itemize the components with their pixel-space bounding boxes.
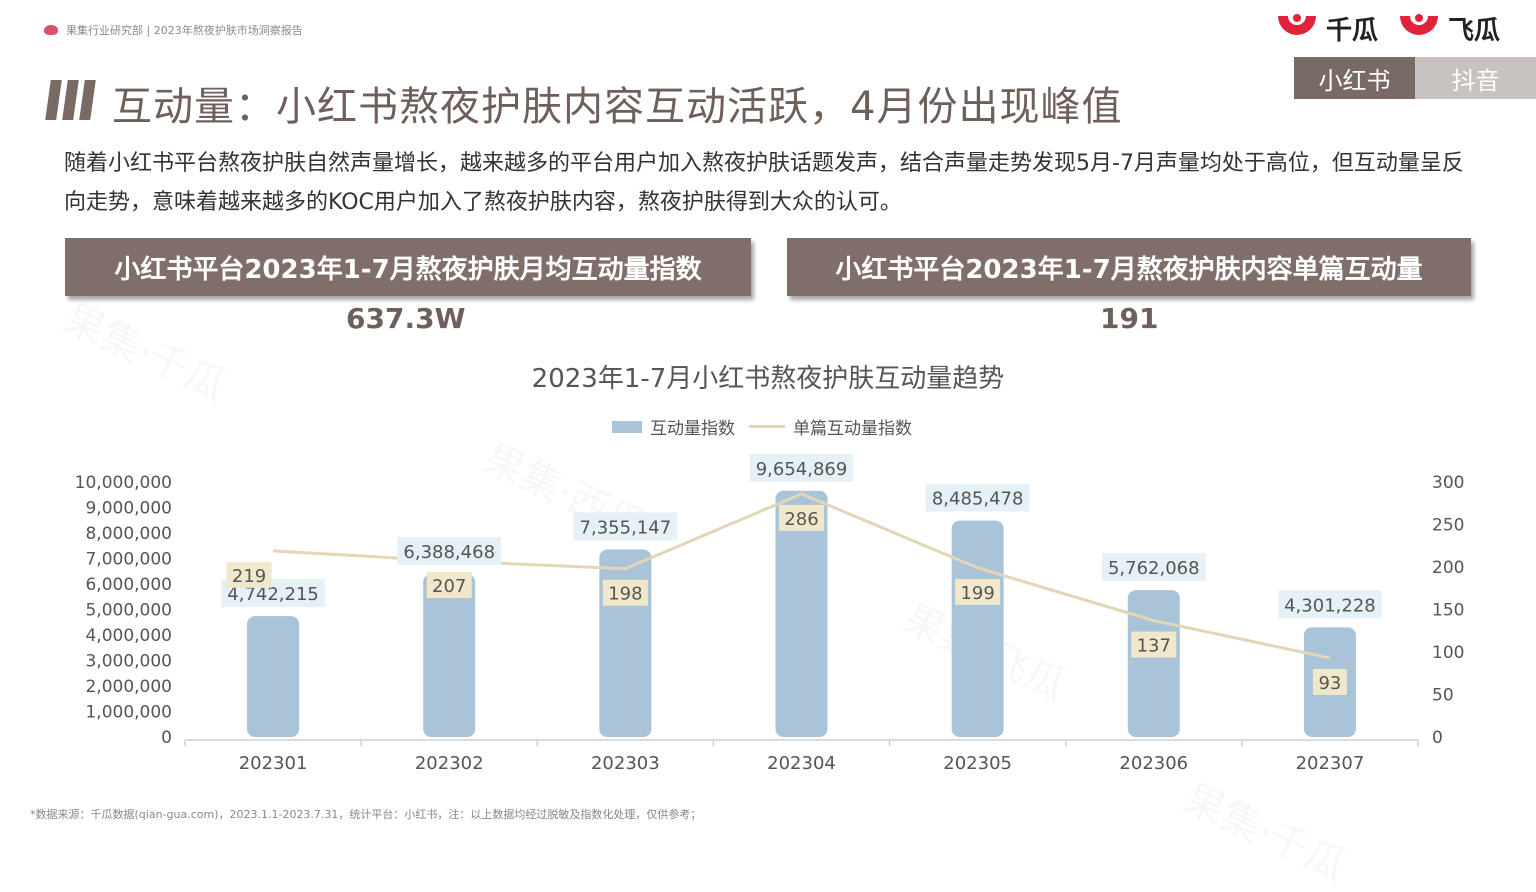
line-value-label: 219 — [232, 566, 266, 587]
line-label-bg — [955, 578, 1001, 605]
chart-title: 2023年1-7月小红书熬夜护肤互动量趋势 — [531, 364, 1005, 394]
y-right-tick-label: 150 — [1432, 601, 1464, 621]
brand-logos: 千瓜 飞瓜 — [1274, 8, 1500, 48]
tab-douyin[interactable]: 抖音 — [1415, 57, 1536, 99]
description: 随着小红书平台熬夜护肤自然声量增长，越来越多的平台用户加入熬夜护肤话题发声，结合… — [64, 151, 1464, 215]
line-value-label: 207 — [432, 576, 466, 597]
bar-value-label: 9,654,869 — [756, 459, 848, 480]
legend-line-swatch — [749, 425, 785, 428]
x-tick-label: 202307 — [1296, 753, 1365, 774]
logo-qiangua: 千瓜 — [1274, 8, 1378, 48]
report-source-text: 果集行业研究部 | 2023年熬夜护肤市场洞察报告 — [66, 24, 303, 37]
smile-logo-icon — [1277, 14, 1316, 35]
bar-value-label: 8,485,478 — [932, 489, 1024, 510]
y-left-tick-label: 0 — [161, 728, 172, 748]
bar-label-bg — [573, 512, 678, 541]
bar — [951, 520, 1004, 737]
x-tick-label: 202305 — [943, 753, 1012, 774]
y-left-tick-label: 9,000,000 — [85, 499, 172, 519]
y-right-tick-label: 250 — [1432, 516, 1464, 536]
y-left-tick-label: 2,000,000 — [85, 677, 172, 697]
bar-value-label: 6,388,468 — [403, 542, 495, 563]
bar — [1127, 590, 1180, 737]
page-title: 互动量：小红书熬夜护肤内容互动活跃，4月份出现峰值 — [112, 84, 1123, 130]
y-left-tick-label: 10,000,000 — [75, 473, 172, 493]
bar-value-label: 4,742,215 — [227, 584, 319, 605]
line-value-label: 199 — [960, 583, 994, 604]
legend-bar-swatch — [612, 420, 642, 433]
bar-value-label: 5,762,068 — [1108, 558, 1200, 579]
footnote: *数据来源：千瓜数据(qian-gua.com)，2023.1.1-2023.7… — [30, 808, 702, 821]
line-label-bg — [1131, 631, 1177, 658]
brand-dot-icon — [44, 25, 58, 35]
bar-label-bg — [925, 483, 1030, 512]
bar-label-bg — [749, 453, 854, 482]
y-right-tick-label: 300 — [1432, 473, 1464, 493]
y-left-tick-label: 6,000,000 — [85, 575, 172, 595]
line-label-bg — [779, 504, 824, 531]
bar-label-bg — [1101, 553, 1206, 582]
legend-line-label: 单篇互动量指数 — [793, 419, 912, 439]
line-value-label: 198 — [608, 584, 642, 605]
kpi-label-monthly: 小红书平台2023年1-7月熬夜护肤月均互动量指数 — [65, 238, 751, 296]
y-left-tick-label: 7,000,000 — [85, 550, 172, 570]
y-right-tick-label: 100 — [1432, 643, 1464, 663]
combo-chart: 10,000,000 9,000,000 8,000,000 7,000,000 6,0… — [75, 453, 1464, 774]
bar-label-bg — [1278, 590, 1382, 619]
logo-feigua-text: 飞瓜 — [1447, 15, 1500, 46]
platform-tabs: 小红书 抖音 — [1294, 57, 1536, 99]
kpi-label-per-post: 小红书平台2023年1-7月熬夜护肤内容单篇互动量 — [787, 238, 1471, 296]
line-label-bg — [226, 561, 272, 588]
y-left-tick-label: 3,000,000 — [85, 652, 172, 672]
y-left-tick-label: 5,000,000 — [85, 601, 172, 621]
x-tick-label: 202302 — [415, 753, 484, 774]
kpi-value-monthly: 637.3W — [346, 302, 466, 335]
tab-xiaohongshu[interactable]: 小红书 — [1294, 57, 1415, 99]
x-tick-label: 202303 — [591, 753, 660, 774]
x-tick-label: 202304 — [767, 753, 836, 774]
line-value-label: 93 — [1318, 673, 1341, 694]
legend-bar-label: 互动量指数 — [650, 419, 735, 439]
line-label-bg — [1312, 668, 1347, 695]
logo-qiangua-text: 千瓜 — [1325, 15, 1378, 46]
report-source: 果集行业研究部 | 2023年熬夜护肤市场洞察报告 — [44, 22, 303, 38]
bar — [775, 490, 828, 737]
chart-legend: 互动量指数 单篇互动量指数 — [612, 414, 912, 439]
kpi-value-per-post: 191 — [1100, 302, 1159, 335]
smile-logo-icon — [1399, 14, 1438, 35]
bar — [599, 549, 652, 737]
line-value-label: 137 — [1137, 636, 1171, 657]
logo-feigua: 飞瓜 — [1396, 8, 1500, 48]
y-right-tick-label: 50 — [1432, 686, 1454, 706]
bar-value-label: 4,301,228 — [1284, 595, 1376, 616]
y-left-tick-label: 4,000,000 — [85, 626, 172, 646]
y-right-tick-label: 200 — [1432, 558, 1464, 578]
x-tick-label: 202306 — [1119, 753, 1188, 774]
bar-label-bg — [397, 537, 502, 566]
bar-value-label: 7,355,147 — [580, 517, 672, 538]
y-left-tick-label: 8,000,000 — [85, 524, 172, 544]
x-tick-label: 202301 — [239, 753, 308, 774]
bar — [247, 616, 300, 737]
line-label-bg — [426, 572, 472, 599]
line-label-bg — [602, 579, 648, 606]
line-value-label: 286 — [784, 509, 818, 530]
y-left-tick-label: 1,000,000 — [85, 703, 172, 723]
y-right-tick-label: 0 — [1432, 728, 1443, 748]
bar — [423, 574, 476, 737]
